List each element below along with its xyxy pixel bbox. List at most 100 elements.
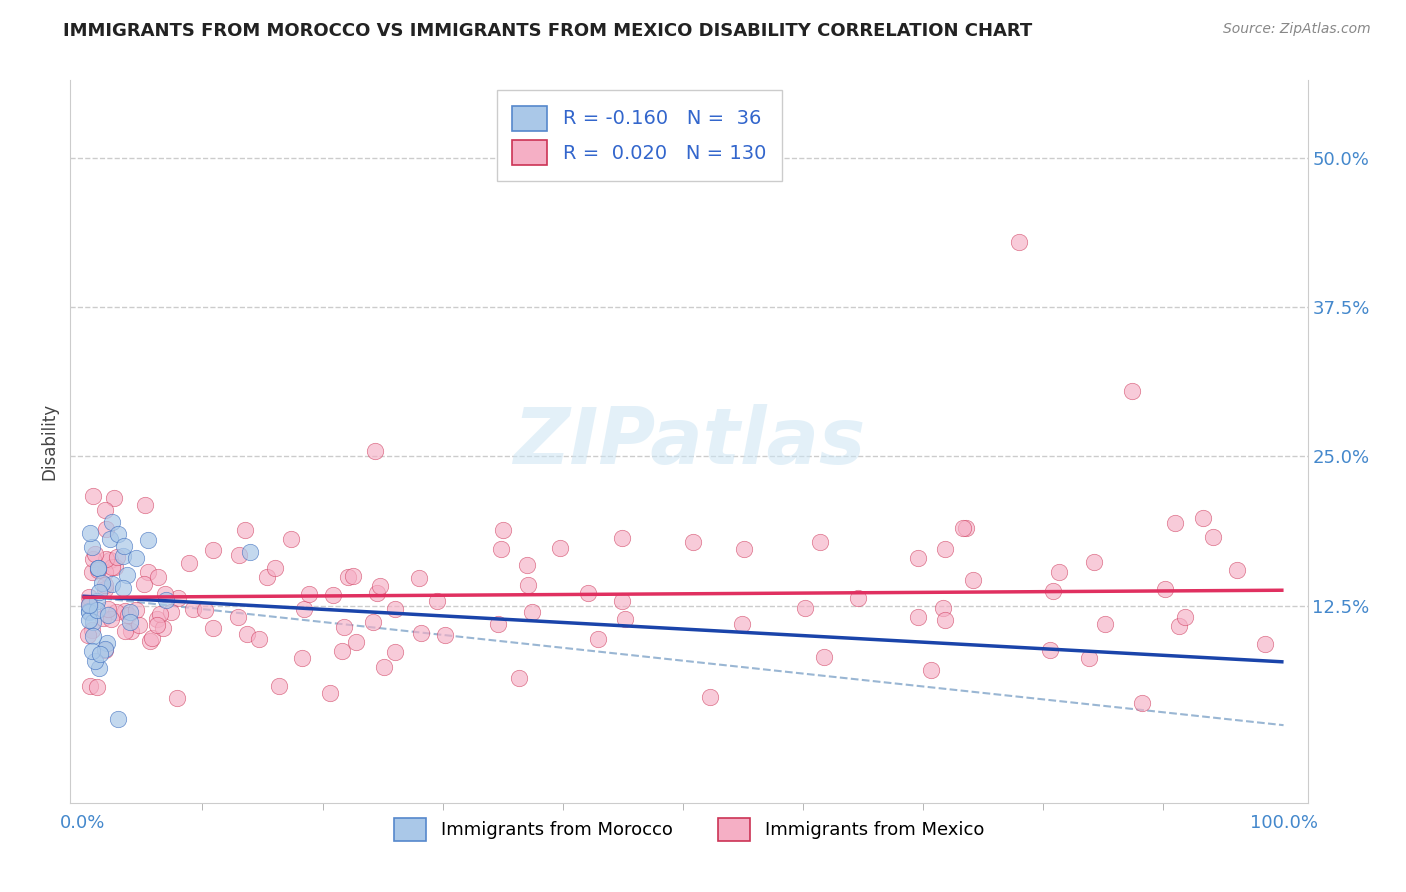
Point bbox=[94, 552, 117, 566]
Point bbox=[112, 539, 135, 553]
Point bbox=[155, 592, 177, 607]
Point bbox=[79, 604, 101, 618]
Text: ZIPatlas: ZIPatlas bbox=[513, 403, 865, 480]
Point bbox=[364, 444, 387, 458]
Point bbox=[167, 591, 190, 605]
Point bbox=[101, 560, 124, 574]
Point bbox=[1174, 609, 1197, 624]
Point bbox=[181, 602, 204, 616]
Point bbox=[82, 615, 104, 629]
Point bbox=[962, 573, 984, 587]
Point bbox=[932, 601, 955, 615]
Point bbox=[366, 585, 388, 599]
Point bbox=[1094, 616, 1116, 631]
Point bbox=[342, 569, 364, 583]
Point bbox=[292, 602, 315, 616]
Point bbox=[146, 570, 169, 584]
Point bbox=[82, 629, 104, 643]
Point bbox=[1039, 642, 1062, 657]
Point bbox=[373, 660, 395, 674]
Point bbox=[87, 560, 110, 574]
Point bbox=[586, 632, 609, 646]
Point bbox=[952, 521, 974, 535]
Point bbox=[433, 628, 456, 642]
Point bbox=[89, 661, 111, 675]
Point bbox=[114, 624, 136, 638]
Point bbox=[136, 565, 159, 579]
Point bbox=[1202, 530, 1225, 544]
Point bbox=[508, 671, 530, 685]
Point bbox=[610, 594, 633, 608]
Point bbox=[159, 605, 181, 619]
Point bbox=[79, 679, 101, 693]
Point bbox=[86, 602, 108, 616]
Point bbox=[492, 523, 515, 537]
Point bbox=[425, 594, 447, 608]
Point bbox=[344, 635, 367, 649]
Point bbox=[267, 680, 290, 694]
Point bbox=[105, 550, 128, 565]
Point bbox=[907, 610, 929, 624]
Point bbox=[84, 654, 107, 668]
Point bbox=[96, 636, 118, 650]
Point bbox=[520, 605, 543, 619]
Point bbox=[91, 611, 114, 625]
Point bbox=[79, 605, 101, 619]
Point bbox=[93, 642, 115, 657]
Point bbox=[117, 607, 139, 622]
Point bbox=[77, 627, 100, 641]
Point bbox=[368, 579, 391, 593]
Point bbox=[93, 582, 115, 596]
Point bbox=[228, 609, 250, 624]
Point bbox=[322, 588, 344, 602]
Point bbox=[1167, 619, 1189, 633]
Point bbox=[330, 644, 353, 658]
Point bbox=[145, 612, 167, 626]
Point bbox=[907, 550, 929, 565]
Point bbox=[319, 686, 342, 700]
Point bbox=[87, 561, 110, 575]
Text: Source: ZipAtlas.com: Source: ZipAtlas.com bbox=[1223, 22, 1371, 37]
Point bbox=[82, 489, 104, 503]
Point bbox=[114, 605, 136, 619]
Point bbox=[107, 712, 129, 726]
Point bbox=[794, 601, 817, 615]
Point bbox=[1164, 516, 1187, 531]
Point bbox=[97, 602, 120, 616]
Point bbox=[79, 613, 101, 627]
Point bbox=[408, 571, 430, 585]
Point bbox=[955, 521, 977, 535]
Point bbox=[1254, 637, 1277, 651]
Point bbox=[920, 663, 942, 677]
Point bbox=[132, 577, 155, 591]
Point bbox=[79, 525, 101, 540]
Point bbox=[139, 633, 162, 648]
Point bbox=[125, 603, 148, 617]
Point bbox=[80, 644, 103, 658]
Point bbox=[94, 643, 117, 657]
Text: IMMIGRANTS FROM MOROCCO VS IMMIGRANTS FROM MEXICO DISABILITY CORRELATION CHART: IMMIGRANTS FROM MOROCCO VS IMMIGRANTS FR… bbox=[63, 22, 1032, 40]
Point bbox=[610, 531, 633, 545]
Point bbox=[146, 618, 169, 632]
Point bbox=[93, 578, 115, 592]
Y-axis label: Disability: Disability bbox=[41, 403, 59, 480]
Point bbox=[1083, 556, 1105, 570]
Point bbox=[1154, 582, 1177, 597]
Point bbox=[115, 567, 138, 582]
Point bbox=[134, 499, 156, 513]
Point bbox=[100, 612, 122, 626]
Point bbox=[80, 540, 103, 554]
Point bbox=[80, 565, 103, 579]
Point bbox=[105, 605, 128, 619]
Point bbox=[337, 570, 360, 584]
Point bbox=[98, 553, 121, 567]
Point bbox=[808, 535, 831, 549]
Point bbox=[79, 598, 101, 612]
Point bbox=[516, 558, 538, 573]
Point bbox=[94, 503, 117, 517]
Point bbox=[120, 605, 142, 619]
Point bbox=[489, 542, 512, 557]
Point bbox=[77, 598, 100, 612]
Point bbox=[934, 541, 956, 556]
Point bbox=[125, 551, 148, 566]
